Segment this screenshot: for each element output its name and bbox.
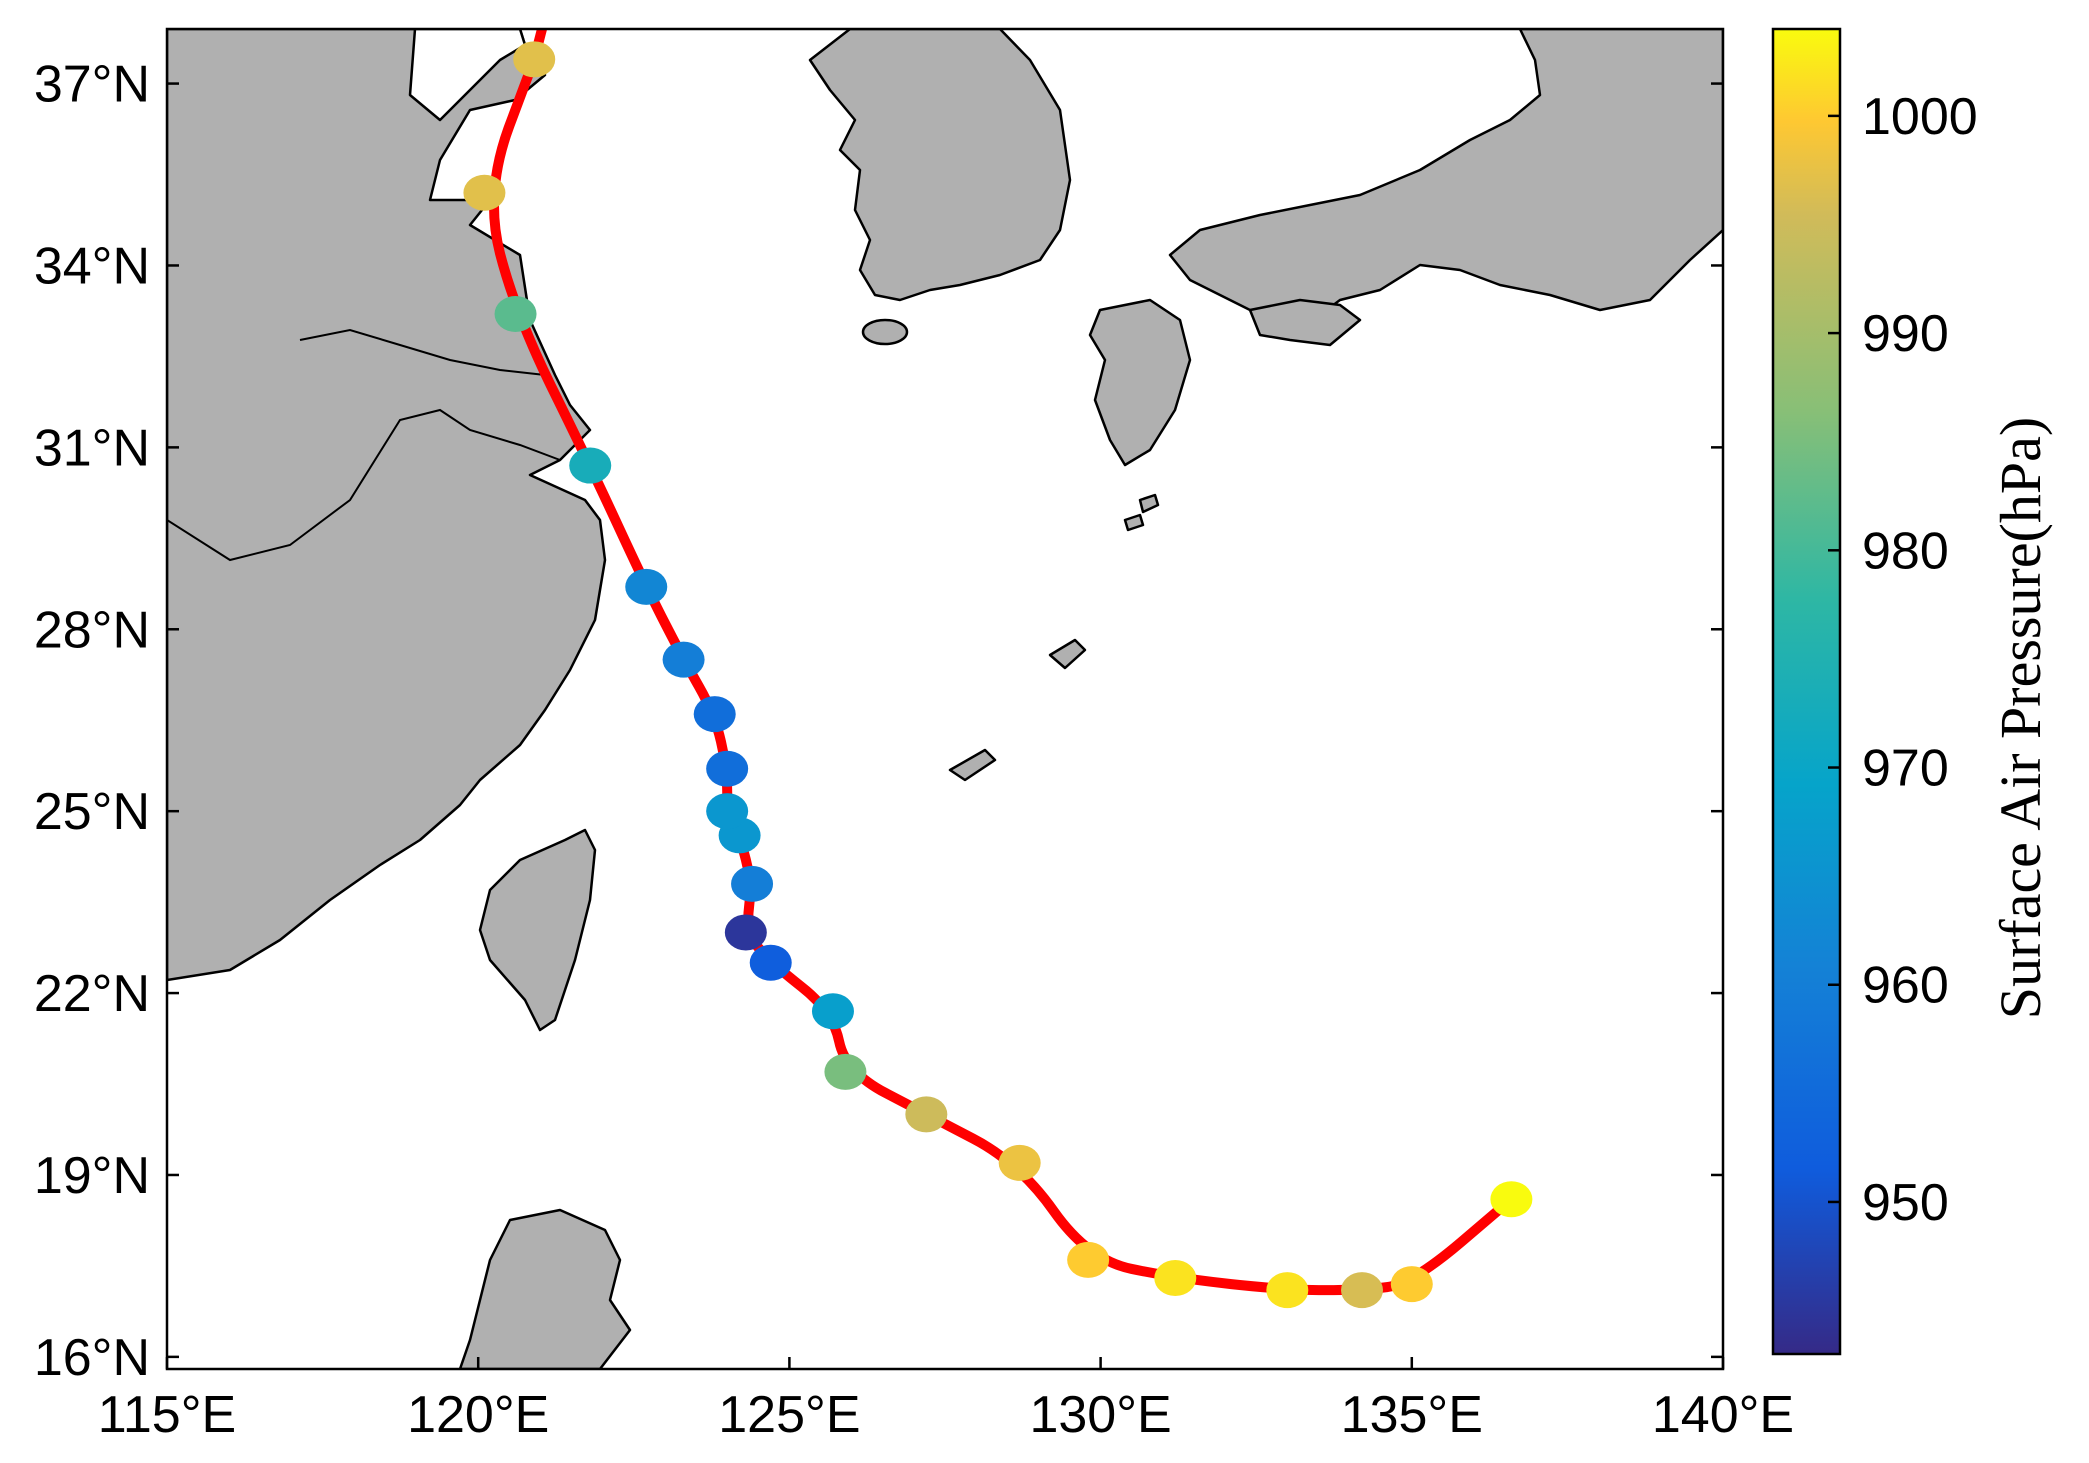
colorbar-tick-label: 970 [1862, 740, 1949, 798]
lat-tick-label: 19°N [34, 1147, 150, 1205]
lat-tick-label: 31°N [34, 419, 150, 477]
lat-tick-label: 16°N [34, 1329, 150, 1387]
lat-tick-label: 22°N [34, 965, 150, 1023]
typhoon-track [463, 29, 1533, 1309]
luzon-island [458, 1208, 632, 1369]
track-point-marker [494, 295, 537, 332]
colorbar-tick-label: 950 [1862, 1174, 1949, 1232]
track-point-marker [569, 447, 612, 484]
track-point-marker [706, 793, 749, 830]
land-layer [167, 29, 1723, 1369]
track-point-marker [706, 750, 749, 787]
colorbar-tick-label: 980 [1862, 522, 1949, 580]
amami-island [1138, 493, 1160, 514]
taiwan-island [478, 828, 597, 1032]
map-plot-area [167, 29, 1723, 1369]
track-point-marker [824, 1053, 867, 1090]
ryukyu-islands [948, 748, 997, 782]
track-point-marker [1067, 1241, 1110, 1278]
lon-tick-label: 125°E [718, 1386, 860, 1444]
track-point-marker [1341, 1272, 1384, 1309]
korea-peninsula-landmass [808, 29, 1072, 302]
plot-frame [165, 27, 1725, 1371]
track-point-marker [905, 1096, 948, 1133]
track-point-marker [1266, 1272, 1309, 1309]
lat-tick-label: 25°N [34, 783, 150, 841]
colorbar-gradient [1771, 27, 1842, 1356]
colorbar-tick-label: 1000 [1862, 88, 1978, 146]
jeju-island [861, 318, 909, 346]
yangtze-river [167, 408, 561, 562]
track-point-marker [731, 865, 774, 902]
track-point-marker [1490, 1181, 1533, 1218]
kyushu-island [1088, 298, 1192, 467]
track-point-marker [662, 641, 705, 678]
track-point-marker [998, 1144, 1041, 1181]
track-point-marker [693, 696, 736, 733]
track-line [489, 29, 1517, 1296]
track-point-marker [811, 993, 854, 1030]
lat-tick-label: 34°N [34, 237, 150, 295]
lon-tick-label: 115°E [98, 1386, 236, 1444]
bohai-sea [408, 29, 527, 122]
colorbar-tick-label: 960 [1862, 957, 1949, 1015]
lat-tick-label: 37°N [34, 56, 150, 114]
lon-tick-label: 140°E [1652, 1386, 1794, 1444]
track-point-marker [625, 568, 668, 605]
longitude-axis: 115°E 120°E 125°E 130°E 135°E 140°E [98, 1357, 1794, 1444]
huai-river [299, 328, 546, 376]
rivers [167, 328, 561, 562]
track-point-marker [1390, 1266, 1433, 1303]
track-point-marker [513, 41, 556, 78]
track-point-marker [463, 174, 506, 211]
track-point-marker [1154, 1260, 1197, 1297]
colorbar-tick-label: 990 [1862, 305, 1949, 363]
latitude-axis: 16°N 19°N 22°N 25°N 28°N 31°N 34°N 37°N [34, 56, 1723, 1387]
colorbar-ticks: 950 960 970 980 990 1000 [1828, 88, 1978, 1232]
lat-tick-label: 28°N [34, 601, 150, 659]
lon-tick-label: 135°E [1341, 1386, 1483, 1444]
colorbar-title: Surface Air Pressure(hPa) [1988, 417, 2053, 1019]
yakushima-island [1123, 513, 1145, 532]
track-point-marker [724, 914, 767, 951]
shikoku-island [1248, 298, 1362, 347]
lon-tick-label: 130°E [1029, 1386, 1171, 1444]
china-mainland-landmass [167, 29, 607, 982]
track-point-marker [749, 944, 792, 981]
colorbar: 950 960 970 980 990 1000 Surface Air Pressure… [1771, 27, 2053, 1356]
okinawa-island [1048, 638, 1087, 670]
lon-tick-label: 120°E [407, 1386, 549, 1444]
